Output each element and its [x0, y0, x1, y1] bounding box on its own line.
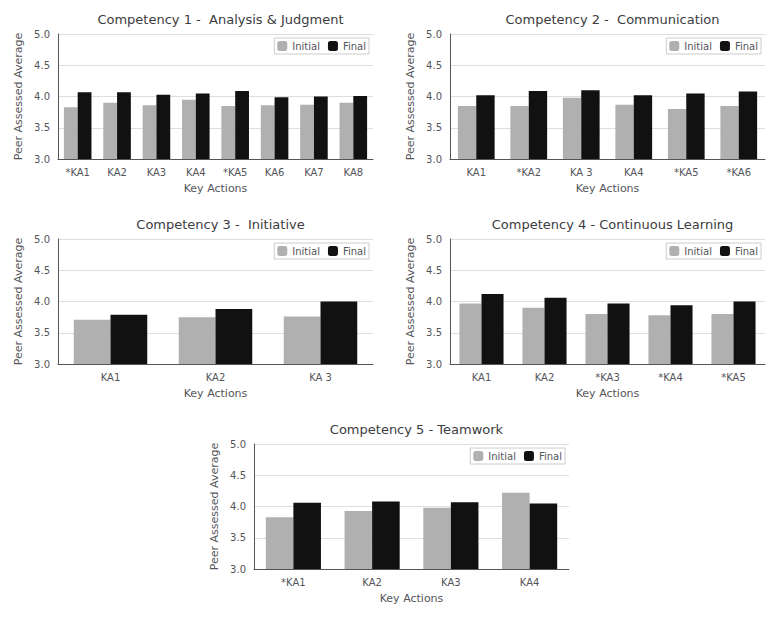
- svg-text:Key Actions: Key Actions: [184, 182, 248, 195]
- svg-text:3.5: 3.5: [426, 122, 442, 133]
- svg-text:Final: Final: [343, 41, 366, 52]
- svg-text:Competency 2 - Communication: Competency 2 - Communication: [505, 12, 719, 27]
- svg-text:4.5: 4.5: [230, 470, 246, 481]
- svg-text:4.5: 4.5: [34, 265, 50, 276]
- svg-text:4.0: 4.0: [426, 296, 442, 307]
- svg-text:Initial: Initial: [684, 41, 712, 52]
- svg-text:KA1: KA1: [472, 372, 492, 383]
- svg-text:KA6: KA6: [265, 167, 285, 178]
- svg-text:Peer Assessed Average: Peer Assessed Average: [12, 33, 25, 161]
- svg-text:*KA5: *KA5: [721, 372, 746, 383]
- svg-text:Initial: Initial: [292, 41, 320, 52]
- svg-text:*KA4: *KA4: [658, 372, 683, 383]
- svg-text:KA3: KA3: [147, 167, 167, 178]
- svg-text:KA3: KA3: [441, 577, 461, 588]
- svg-text:Initial: Initial: [488, 451, 516, 462]
- svg-text:KA 3: KA 3: [309, 372, 332, 383]
- svg-text:4.0: 4.0: [34, 296, 50, 307]
- svg-text:Key Actions: Key Actions: [184, 387, 248, 400]
- svg-text:5.0: 5.0: [34, 29, 50, 40]
- svg-text:Final: Final: [539, 451, 562, 462]
- svg-text:5.0: 5.0: [34, 234, 50, 245]
- svg-text:5.0: 5.0: [426, 29, 442, 40]
- svg-text:Final: Final: [735, 246, 758, 257]
- svg-text:*KA2: *KA2: [516, 167, 541, 178]
- svg-text:3.5: 3.5: [34, 327, 50, 338]
- svg-text:KA2: KA2: [535, 372, 555, 383]
- svg-text:3.0: 3.0: [34, 154, 50, 165]
- svg-text:3.5: 3.5: [230, 532, 246, 543]
- svg-text:Peer Assessed Average: Peer Assessed Average: [404, 33, 417, 161]
- svg-text:Key Actions: Key Actions: [576, 182, 640, 195]
- svg-text:3.0: 3.0: [426, 359, 442, 370]
- svg-text:Key Actions: Key Actions: [576, 387, 640, 400]
- svg-text:Competency 4 - Continuous Lear: Competency 4 - Continuous Learning: [492, 217, 733, 232]
- svg-text:Initial: Initial: [292, 246, 320, 257]
- svg-text:KA4: KA4: [520, 577, 540, 588]
- svg-text:*KA5: *KA5: [674, 167, 699, 178]
- svg-text:3.5: 3.5: [426, 327, 442, 338]
- svg-text:Competency 5 - Teamwork: Competency 5 - Teamwork: [330, 422, 504, 437]
- svg-text:Peer Assessed Average: Peer Assessed Average: [12, 238, 25, 366]
- svg-text:5.0: 5.0: [426, 234, 442, 245]
- svg-text:*KA5: *KA5: [223, 167, 248, 178]
- svg-text:KA1: KA1: [101, 372, 121, 383]
- svg-text:KA8: KA8: [344, 167, 364, 178]
- svg-text:4.5: 4.5: [426, 265, 442, 276]
- svg-text:Final: Final: [735, 41, 758, 52]
- svg-text:KA2: KA2: [362, 577, 382, 588]
- svg-text:4.5: 4.5: [34, 60, 50, 71]
- svg-text:*KA1: *KA1: [281, 577, 306, 588]
- svg-text:KA 3: KA 3: [570, 167, 593, 178]
- svg-text:4.5: 4.5: [426, 60, 442, 71]
- svg-text:3.0: 3.0: [230, 564, 246, 575]
- svg-text:KA4: KA4: [624, 167, 644, 178]
- svg-text:4.0: 4.0: [426, 91, 442, 102]
- svg-text:5.0: 5.0: [230, 439, 246, 450]
- svg-text:Key Actions: Key Actions: [380, 592, 444, 605]
- svg-text:3.5: 3.5: [34, 122, 50, 133]
- svg-text:KA4: KA4: [186, 167, 206, 178]
- svg-text:3.0: 3.0: [34, 359, 50, 370]
- svg-text:KA1: KA1: [466, 167, 486, 178]
- svg-text:Final: Final: [343, 246, 366, 257]
- svg-text:4.0: 4.0: [34, 91, 50, 102]
- svg-text:KA2: KA2: [206, 372, 226, 383]
- svg-text:Competency 1 - Analysis & Jud: Competency 1 - Analysis & Judgment: [97, 12, 343, 27]
- svg-text:*KA6: *KA6: [726, 167, 751, 178]
- svg-text:KA7: KA7: [304, 167, 324, 178]
- svg-text:Peer Assessed Average: Peer Assessed Average: [208, 443, 221, 571]
- svg-text:KA2: KA2: [107, 167, 127, 178]
- svg-text:4.0: 4.0: [230, 501, 246, 512]
- svg-text:3.0: 3.0: [426, 154, 442, 165]
- svg-text:*KA3: *KA3: [595, 372, 620, 383]
- svg-text:*KA1: *KA1: [65, 167, 90, 178]
- svg-text:Peer Assessed Average: Peer Assessed Average: [404, 238, 417, 366]
- svg-text:Competency 3 - Initiative: Competency 3 - Initiative: [136, 217, 304, 232]
- svg-text:Initial: Initial: [684, 246, 712, 257]
